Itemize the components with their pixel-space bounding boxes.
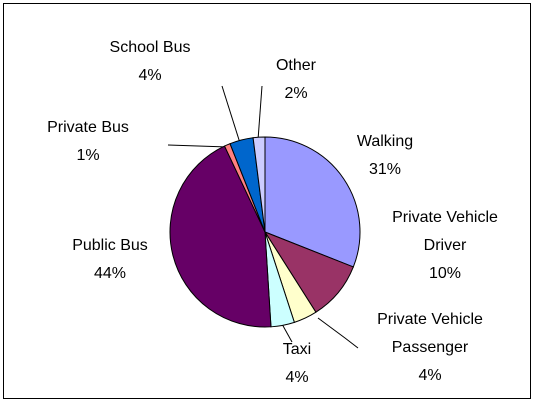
slice-name: Taxi (282, 341, 312, 358)
leader-line (221, 85, 241, 144)
pie-slice (264, 136, 361, 268)
slice-label: Private Bus 1% (18, 114, 158, 170)
slice-name: Private Bus (47, 119, 129, 136)
slice-percent: 44% (93, 265, 127, 282)
slice-percent: 10% (428, 265, 462, 282)
leader-line (167, 144, 229, 148)
leader-line (317, 317, 359, 349)
slice-percent: 4% (138, 67, 162, 84)
slice-label: Private Vehicle Passenger 4% (360, 306, 500, 390)
slice-label: Other 2% (256, 52, 336, 108)
slice-label: Walking 31% (325, 128, 445, 184)
slice-name: Private Vehicle Passenger (377, 311, 483, 356)
leader-line (281, 323, 293, 343)
slice-label: Taxi 4% (257, 336, 337, 392)
slice-label: Private Vehicle Driver 10% (375, 204, 515, 288)
slice-name: Other (275, 57, 316, 74)
slice-label: School Bus 4% (90, 34, 210, 90)
leader-lines (167, 85, 359, 349)
slice-label: Public Bus 44% (50, 232, 170, 288)
slice-name: Walking (356, 133, 414, 150)
leader-line (257, 85, 263, 141)
slice-percent: 4% (418, 367, 442, 384)
slice-name: School Bus (109, 39, 191, 56)
slice-percent: 2% (284, 85, 308, 102)
slice-percent: 1% (76, 147, 100, 164)
slice-name: Private Vehicle Driver (392, 209, 498, 254)
slice-name: Public Bus (72, 237, 148, 254)
chart-frame (3, 3, 531, 399)
slice-percent: 31% (368, 161, 402, 178)
slice-percent: 4% (285, 369, 309, 386)
pie-slice (252, 136, 266, 233)
